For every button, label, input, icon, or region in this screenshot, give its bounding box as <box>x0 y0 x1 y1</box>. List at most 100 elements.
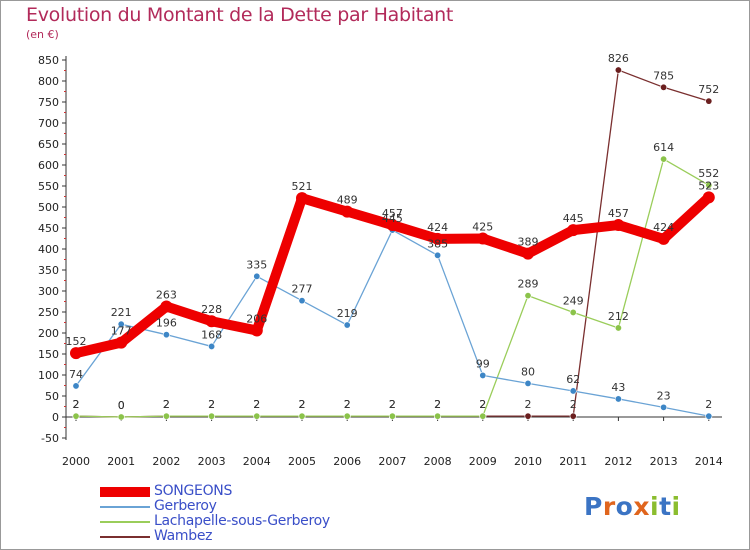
data-point-gerberoy <box>660 403 668 411</box>
data-point-songeons <box>250 324 263 337</box>
x-tick-label: 2006 <box>333 455 361 468</box>
data-point-lachapelle-sous-gerberoy <box>524 292 532 300</box>
data-point-lachapelle-sous-gerberoy <box>569 308 577 316</box>
y-tick-label: 450 <box>38 222 59 235</box>
y-tick-label: 300 <box>38 285 59 298</box>
legend-label: Gerberoy <box>154 498 217 514</box>
data-point-songeons <box>702 191 715 204</box>
data-label-lachapelle-sous-gerberoy: 2 <box>434 398 441 411</box>
data-point-songeons <box>341 205 354 218</box>
data-label-wambez: 2 <box>389 398 396 411</box>
data-point-lachapelle-sous-gerberoy <box>660 155 668 163</box>
data-point-gerberoy <box>72 382 80 390</box>
data-point-lachapelle-sous-gerberoy <box>434 412 442 420</box>
data-label-wambez: 2 <box>73 398 80 411</box>
data-label-wambez: 826 <box>608 52 629 65</box>
x-tick-label: 2013 <box>650 455 678 468</box>
data-label-gerberoy: 74 <box>69 368 83 381</box>
data-label-songeons: 445 <box>563 212 584 225</box>
x-tick-label: 2003 <box>198 455 226 468</box>
x-tick-label: 2007 <box>378 455 406 468</box>
data-point-songeons <box>612 219 625 232</box>
logo-letter: i <box>650 492 660 521</box>
data-point-gerberoy <box>569 387 577 395</box>
x-tick-label: 2004 <box>243 455 271 468</box>
data-point-songeons <box>296 192 308 205</box>
logo-letter: t <box>659 492 672 521</box>
data-label-lachapelle-sous-gerberoy: 614 <box>653 141 674 154</box>
y-tick-label: 200 <box>38 327 59 340</box>
data-label-wambez: 752 <box>698 83 719 96</box>
legend-label: Lachapelle-sous-Gerberoy <box>154 513 330 529</box>
data-point-lachapelle-sous-gerberoy <box>162 412 170 420</box>
data-point-songeons <box>522 247 534 260</box>
y-tick-label: 800 <box>38 75 59 88</box>
data-label-lachapelle-sous-gerberoy: 2 <box>344 398 351 411</box>
data-point-gerberoy <box>208 342 216 350</box>
y-tick-label: 400 <box>38 243 59 256</box>
data-point-wambez <box>614 66 622 74</box>
series-line-wambez <box>75 69 710 418</box>
y-tick-label: 50 <box>45 390 59 403</box>
data-label-lachapelle-sous-gerberoy: 2 <box>479 398 486 411</box>
data-label-gerberoy: 219 <box>337 307 358 320</box>
data-label-gerberoy: 196 <box>156 317 177 330</box>
x-tick-label: 2002 <box>152 455 180 468</box>
data-label-gerberoy: 335 <box>246 258 267 271</box>
y-tick-label: 150 <box>38 348 59 361</box>
y-tick-label: 850 <box>38 54 59 67</box>
logo-letter: o <box>615 492 634 521</box>
data-point-songeons <box>205 315 218 328</box>
data-point-gerberoy <box>343 321 351 329</box>
data-point-gerberoy <box>162 331 170 339</box>
data-label-songeons: 457 <box>608 207 629 220</box>
data-label-wambez: 2 <box>208 398 215 411</box>
x-tick-label: 2008 <box>424 455 452 468</box>
logo-letter: P <box>584 492 603 521</box>
data-label-wambez: 2 <box>163 398 170 411</box>
data-label-gerberoy: 221 <box>111 306 132 319</box>
y-tick-label: 250 <box>38 306 59 319</box>
data-label-wambez: 2 <box>253 398 260 411</box>
data-label-songeons: 424 <box>427 221 448 234</box>
data-point-lachapelle-sous-gerberoy <box>253 412 261 420</box>
data-label-wambez: 2 <box>434 398 441 411</box>
data-label-songeons: 228 <box>201 303 222 316</box>
data-point-songeons <box>160 300 173 313</box>
data-label-songeons: 263 <box>156 289 177 302</box>
data-label-gerberoy: 80 <box>521 365 535 378</box>
data-label-songeons: 206 <box>246 312 267 325</box>
data-point-lachapelle-sous-gerberoy <box>479 412 487 420</box>
data-label-lachapelle-sous-gerberoy: 2 <box>389 398 396 411</box>
data-point-gerberoy <box>479 371 487 379</box>
data-point-lachapelle-sous-gerberoy <box>388 412 396 420</box>
data-label-lachapelle-sous-gerberoy: 249 <box>563 294 584 307</box>
data-point-gerberoy <box>614 395 622 403</box>
data-label-wambez: 2 <box>525 398 532 411</box>
data-label-wambez: 0 <box>118 399 125 412</box>
data-label-lachapelle-sous-gerberoy: 2 <box>73 398 80 411</box>
legend-swatch <box>100 536 150 538</box>
data-point-lachapelle-sous-gerberoy <box>117 413 125 421</box>
y-tick-label: 550 <box>38 180 59 193</box>
data-label-gerberoy: 445 <box>382 212 403 225</box>
data-point-lachapelle-sous-gerberoy <box>705 181 713 189</box>
data-point-gerberoy <box>117 320 125 328</box>
data-label-songeons: 177 <box>111 325 132 338</box>
data-label-gerberoy: 277 <box>292 283 313 296</box>
data-label-wambez: 785 <box>653 69 674 82</box>
data-label-songeons: 389 <box>518 236 539 249</box>
data-point-gerberoy <box>705 412 713 420</box>
logo-letter: r <box>602 492 616 521</box>
data-label-lachapelle-sous-gerberoy: 212 <box>608 310 629 323</box>
data-point-wambez <box>524 412 532 420</box>
data-point-lachapelle-sous-gerberoy <box>208 412 216 420</box>
x-tick-label: 2005 <box>288 455 316 468</box>
data-label-gerberoy: 23 <box>657 389 671 402</box>
data-point-songeons <box>70 347 82 360</box>
x-tick-label: 2001 <box>107 455 135 468</box>
data-point-songeons <box>567 224 580 237</box>
y-tick-label: 350 <box>38 264 59 277</box>
